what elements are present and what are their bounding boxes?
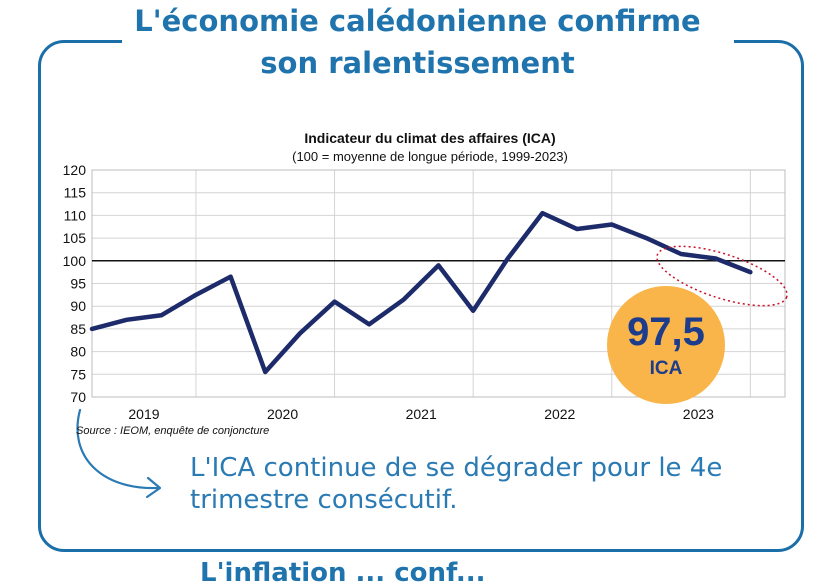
y-tick-label: 90: [70, 298, 86, 314]
ica-badge: 97,5 ICA: [607, 286, 725, 404]
badge-label: ICA: [607, 358, 725, 380]
y-tick-label: 70: [70, 389, 86, 405]
y-tick-label: 105: [63, 230, 87, 246]
x-tick-label: 2023: [683, 406, 714, 422]
y-tick-label: 75: [70, 366, 86, 382]
x-tick-label: 2021: [406, 406, 437, 422]
next-headline-fragment: L'inflation ... conf...: [200, 558, 486, 588]
note-line-2: trimestre consécutif.: [190, 484, 790, 516]
y-tick-label: 120: [63, 162, 87, 178]
badge-value: 97,5: [607, 310, 725, 354]
y-tick-label: 95: [70, 276, 86, 292]
note-line-1: L'ICA continue de se dégrader pour le 4e: [190, 452, 790, 484]
x-tick-label: 2020: [267, 406, 298, 422]
y-tick-label: 85: [70, 321, 86, 337]
y-tick-label: 115: [64, 185, 87, 201]
x-tick-label: 2022: [544, 406, 575, 422]
commentary-note: L'ICA continue de se dégrader pour le 4e…: [190, 452, 790, 516]
y-tick-label: 80: [70, 344, 86, 360]
x-tick-label: 2019: [128, 406, 159, 422]
y-tick-label: 110: [64, 207, 87, 223]
chart-source: Source : IEOM, enquête de conjoncture: [76, 425, 269, 437]
y-tick-label: 100: [63, 253, 87, 269]
